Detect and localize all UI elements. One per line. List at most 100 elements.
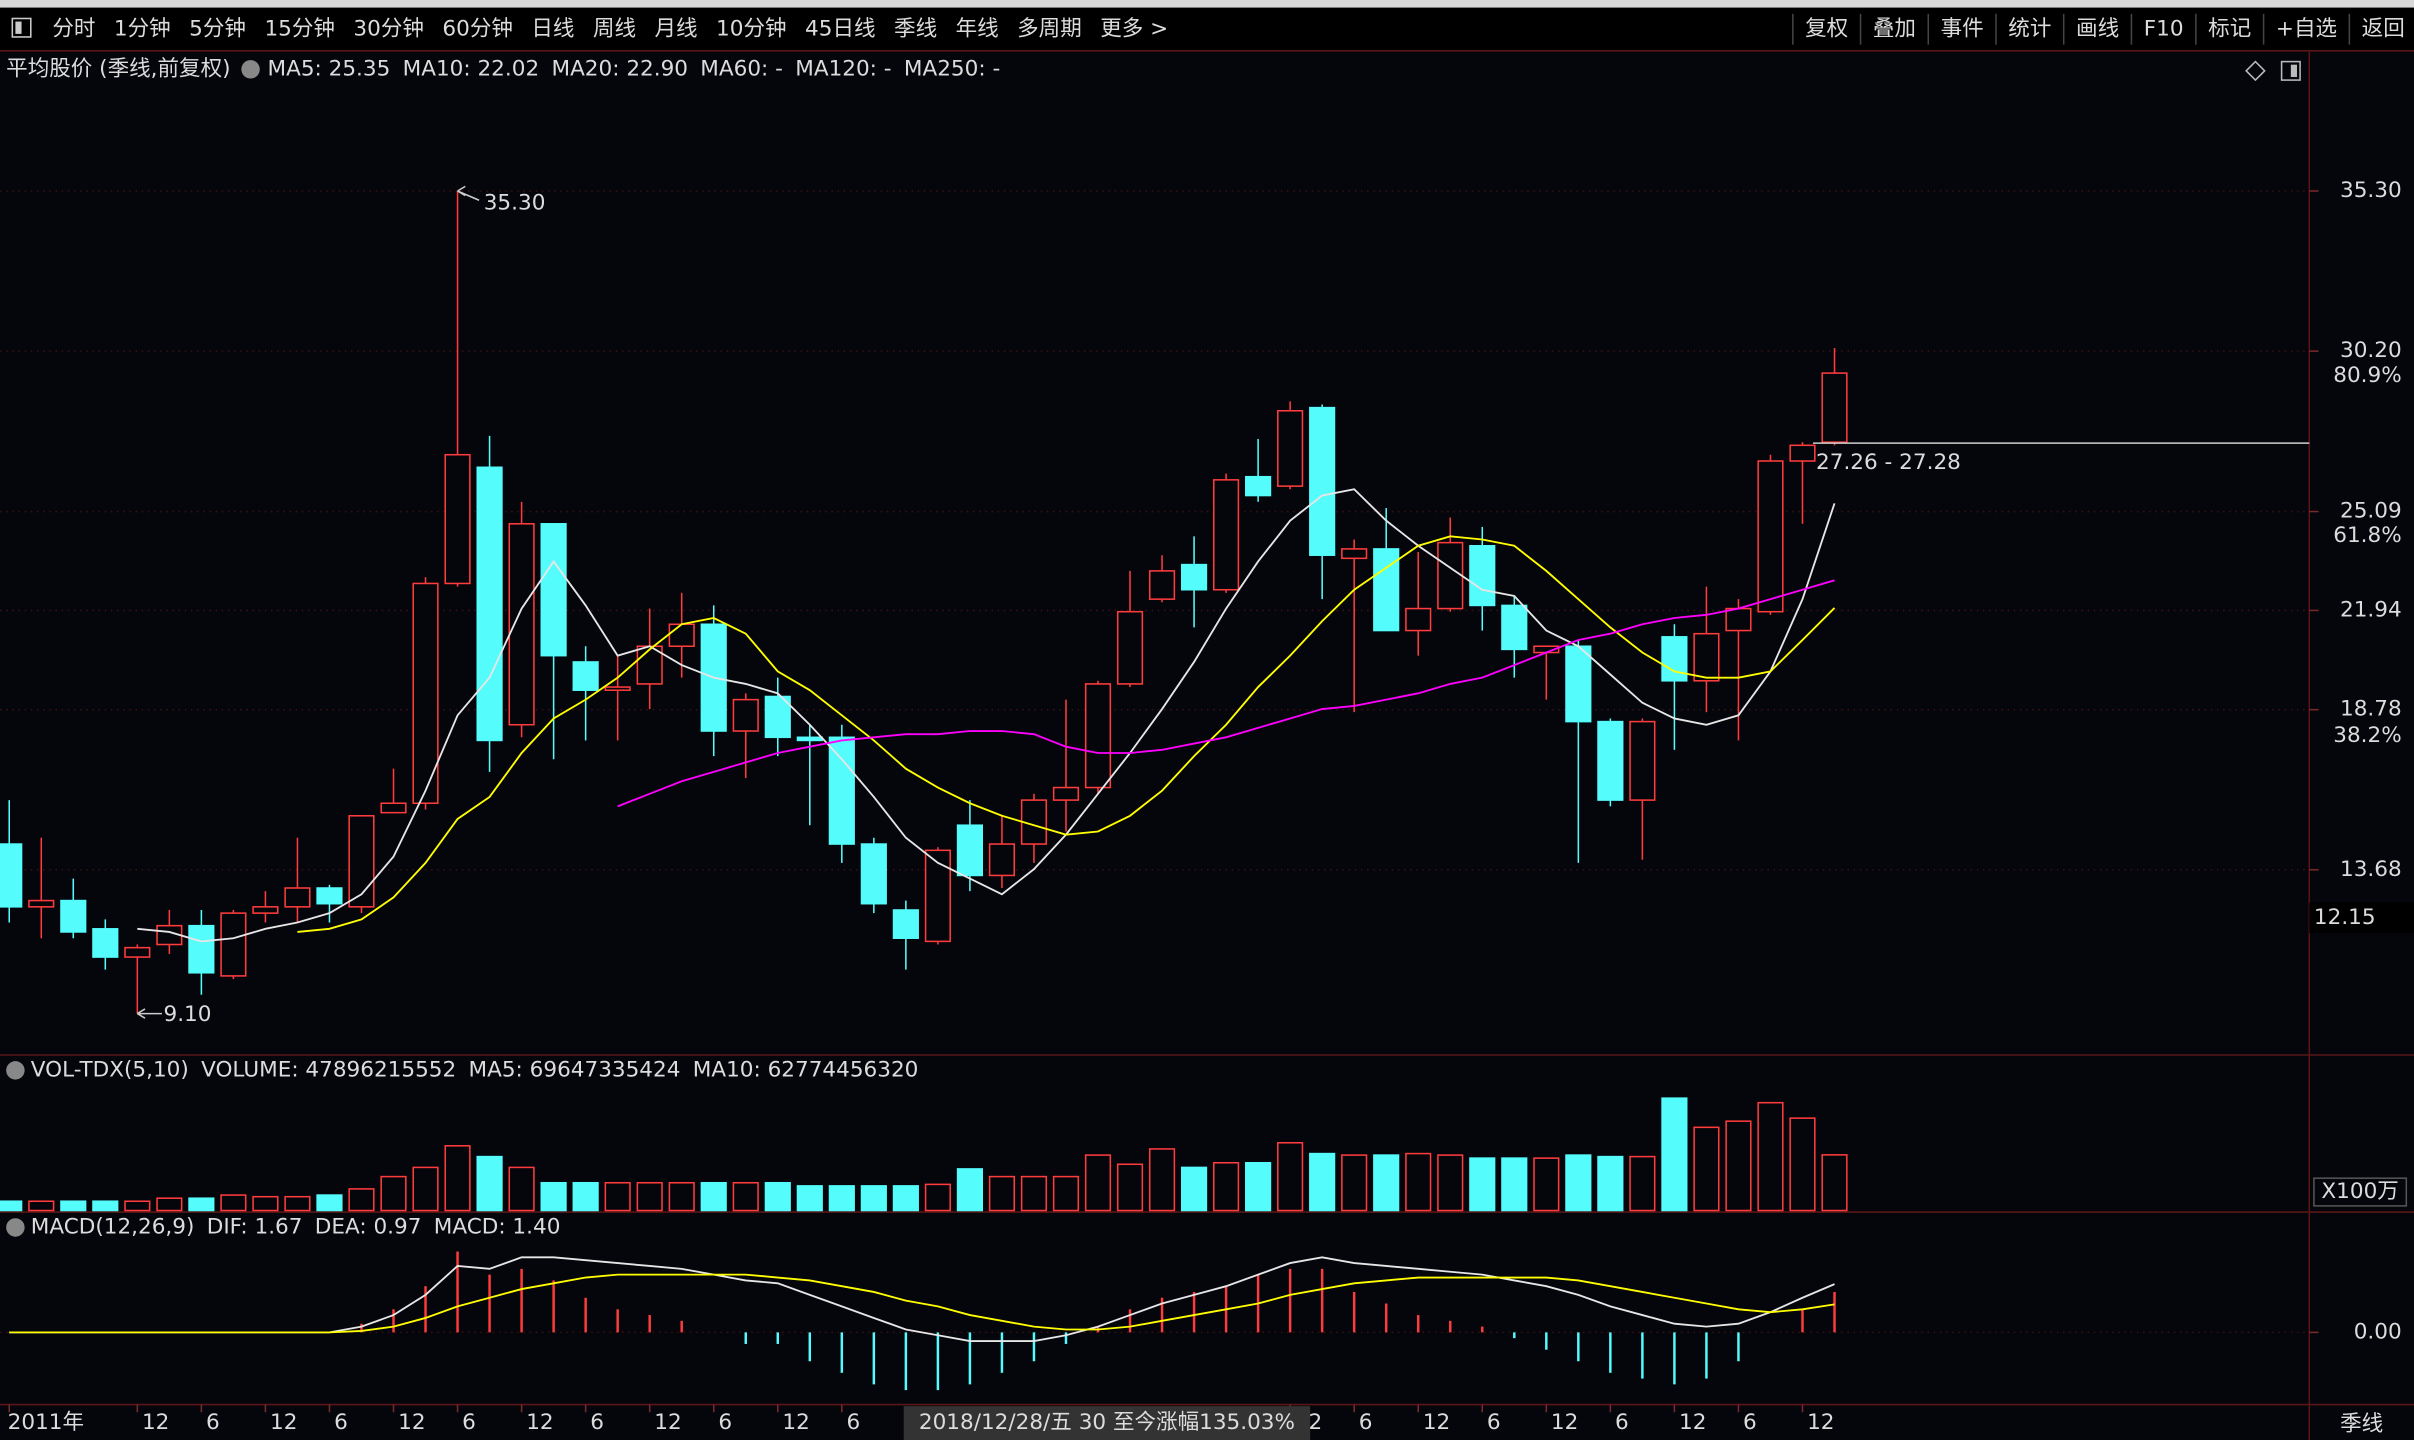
- x-tick-label: 12: [1807, 1410, 1834, 1435]
- toolbar-button[interactable]: 复权: [1805, 16, 1848, 41]
- legend-item: MACD: 1.40: [434, 1214, 561, 1239]
- volume-bar: [28, 1200, 55, 1212]
- volume-bar: [1501, 1157, 1528, 1212]
- x-tick-label: 2011年: [8, 1410, 84, 1435]
- volume-bar: [892, 1185, 919, 1212]
- legend-item: MA10: 62774456320: [693, 1057, 919, 1082]
- x-tick-label: 12: [1551, 1410, 1578, 1435]
- volume-bar: [956, 1168, 983, 1212]
- volume-bar: [572, 1181, 599, 1212]
- toolbar-tab[interactable]: 5分钟: [189, 16, 246, 41]
- toolbar-icon[interactable]: [11, 17, 32, 38]
- volume-bar: [1245, 1161, 1272, 1212]
- toolbar-tab[interactable]: 周线: [593, 16, 636, 41]
- toolbar-tab[interactable]: 60分钟: [442, 16, 513, 41]
- volume-bar: [1213, 1161, 1240, 1212]
- candle-body: [1437, 541, 1464, 610]
- y-tick-label: 0.00: [2354, 1319, 2402, 1344]
- x-tick-label: 6: [1743, 1410, 1757, 1435]
- volume-bar: [284, 1195, 311, 1212]
- candle-body: [1405, 607, 1432, 632]
- y-tick-label: 30.20: [2340, 338, 2402, 363]
- candle-body: [1501, 604, 1528, 651]
- toolbar-button[interactable]: +自选: [2276, 16, 2337, 41]
- legend-item: MA5: 25.35: [268, 56, 391, 81]
- volume-bar: [252, 1195, 279, 1212]
- volume-bar: [1789, 1117, 1816, 1212]
- candle-body: [60, 899, 87, 933]
- toolbar-tab[interactable]: 更多 >: [1100, 16, 1168, 41]
- candle-body: [828, 736, 855, 845]
- x-tick-label: 12: [270, 1410, 297, 1435]
- candle-body: [668, 623, 695, 648]
- candle-body: [540, 523, 567, 657]
- toolbar-tab[interactable]: 分时: [52, 16, 95, 41]
- toolbar-tab[interactable]: 1分钟: [114, 16, 171, 41]
- volume-bar: [1597, 1155, 1624, 1212]
- price-tag-label: 12.15: [2314, 905, 2376, 930]
- volume-bar: [828, 1185, 855, 1212]
- volume-bar: [540, 1181, 567, 1212]
- toolbar-tab[interactable]: 15分钟: [264, 16, 335, 41]
- toolbar-tab[interactable]: 月线: [655, 16, 698, 41]
- legend-item: MA250: -: [904, 56, 1000, 81]
- candle-body: [604, 686, 631, 691]
- panel-icon[interactable]: [2280, 60, 2301, 81]
- volume-bar: [636, 1181, 663, 1212]
- toolbar-tab[interactable]: 日线: [531, 16, 574, 41]
- toolbar-button[interactable]: 叠加: [1873, 16, 1916, 41]
- toolbar-button[interactable]: 统计: [2008, 16, 2051, 41]
- volume-bar: [1180, 1166, 1208, 1212]
- x-tick-label: 12: [654, 1410, 681, 1435]
- candle-body: [220, 912, 247, 977]
- x-tick-label: 6: [1487, 1410, 1501, 1435]
- y-tick-label: 21.94: [2340, 597, 2402, 622]
- candle-body: [1116, 610, 1144, 685]
- candle-body: [508, 523, 535, 726]
- volume-bar: [1821, 1154, 1848, 1212]
- candle-body: [1213, 479, 1240, 591]
- toolbar-button[interactable]: 事件: [1941, 16, 1984, 41]
- volume-bar: [1116, 1163, 1144, 1212]
- volume-bar: [1084, 1154, 1112, 1212]
- toolbar-tab[interactable]: 45日线: [805, 16, 876, 41]
- toolbar-tab[interactable]: 年线: [956, 16, 999, 41]
- toolbar-tab[interactable]: 30分钟: [353, 16, 424, 41]
- legend-item: MA10: 22.02: [403, 56, 540, 81]
- volume-bar: [92, 1200, 119, 1212]
- option-icon[interactable]: [2245, 60, 2266, 82]
- toolbar-tab[interactable]: 季线: [894, 16, 937, 41]
- toolbar-tab[interactable]: 多周期: [1017, 16, 1082, 41]
- candle-body: [1565, 645, 1592, 723]
- candle-body: [572, 661, 599, 691]
- collapse-icon[interactable]: [241, 60, 260, 79]
- candle-body: [1693, 632, 1720, 682]
- period-label[interactable]: 季线: [2340, 1412, 2383, 1437]
- toolbar-button[interactable]: 标记: [2208, 16, 2251, 41]
- candle-body: [1180, 563, 1208, 591]
- legend-item: DIF: 1.67: [207, 1214, 303, 1239]
- y-tick-label: 18.78: [2340, 697, 2402, 722]
- macd-line: [9, 1273, 1835, 1334]
- candle-body: [1757, 460, 1784, 613]
- toolbar-button[interactable]: 返回: [2362, 16, 2405, 41]
- volume-bar: [1020, 1175, 1048, 1212]
- candle-body: [92, 928, 119, 958]
- collapse-icon[interactable]: [6, 1061, 25, 1080]
- volume-bar: [1725, 1120, 1752, 1212]
- panel-icon-inner: [2290, 64, 2297, 78]
- candle-body: [188, 924, 215, 974]
- volume-bar: [412, 1166, 439, 1212]
- toolbar-button[interactable]: F10: [2144, 16, 2184, 41]
- high-annotation: 35.30: [484, 190, 546, 215]
- collapse-icon[interactable]: [6, 1218, 25, 1237]
- candle-body: [1821, 372, 1848, 443]
- toolbar-tab[interactable]: 10分钟: [716, 16, 787, 41]
- ma-line: [617, 579, 1835, 808]
- legend-item: MACD(12,26,9): [31, 1214, 195, 1239]
- volume-bar: [124, 1200, 151, 1212]
- toolbar-button[interactable]: 画线: [2076, 16, 2119, 41]
- candle-body: [732, 698, 759, 732]
- volume-bar: [220, 1194, 247, 1212]
- candle-body: [1148, 570, 1176, 600]
